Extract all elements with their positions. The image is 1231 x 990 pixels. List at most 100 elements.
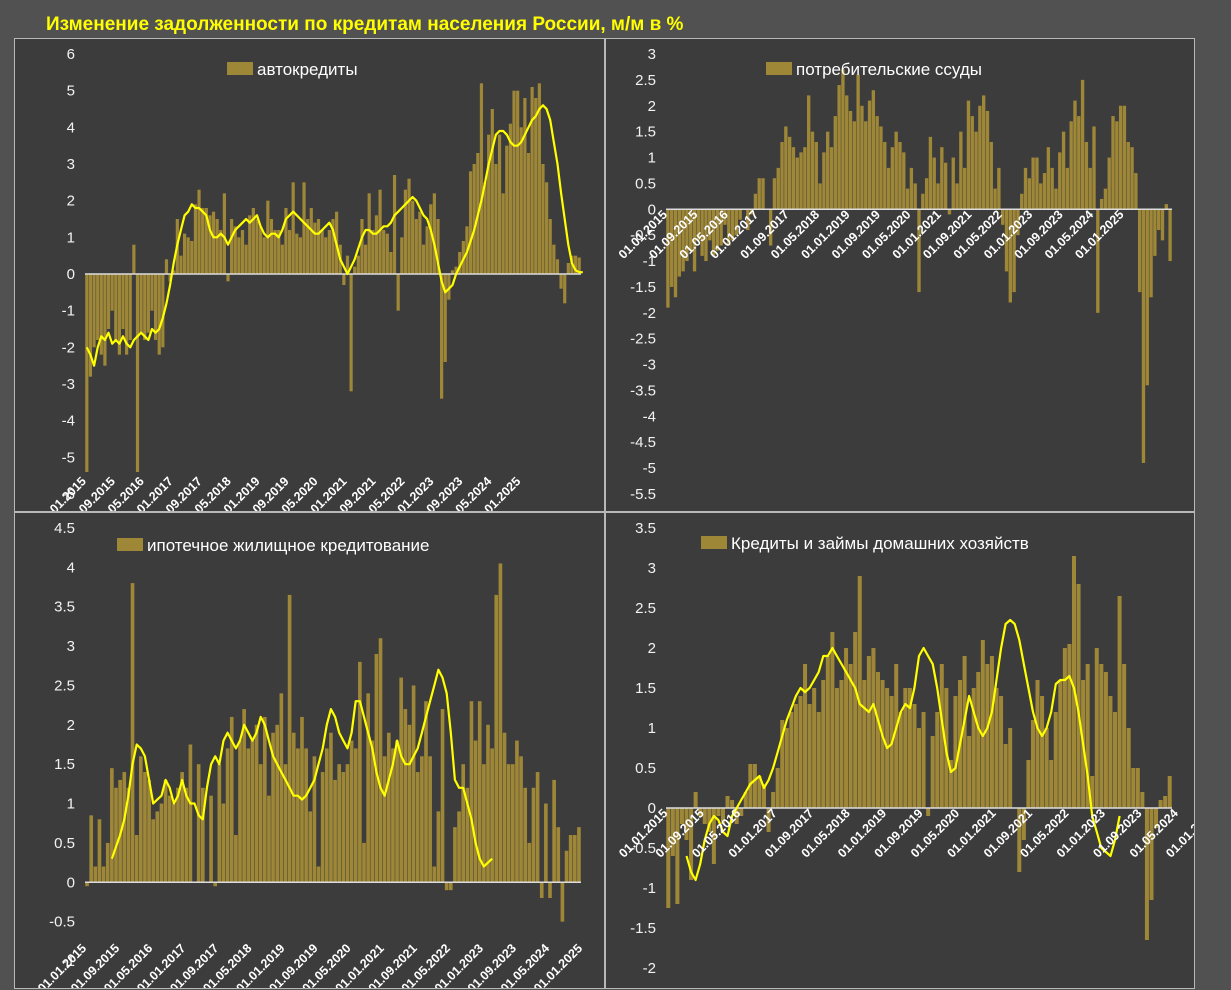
bar: [757, 776, 762, 808]
bar: [222, 193, 226, 274]
bar: [254, 724, 259, 883]
y-tick-label: 2: [648, 98, 656, 115]
bar: [461, 764, 466, 883]
bar: [739, 808, 744, 816]
bar: [752, 764, 757, 808]
y-tick-label: 3.5: [54, 599, 75, 616]
bar: [711, 209, 716, 256]
bar: [698, 808, 703, 816]
bar: [180, 772, 184, 883]
bar: [970, 116, 974, 210]
bar: [921, 193, 925, 210]
bar: [89, 815, 94, 883]
bar: [537, 83, 541, 274]
legend: автокредиты: [227, 60, 358, 79]
bar: [1135, 768, 1140, 808]
bar: [420, 756, 424, 883]
bar: [775, 768, 780, 808]
bar: [229, 716, 234, 883]
bar: [772, 178, 777, 210]
bar: [822, 152, 826, 210]
bar: [564, 850, 569, 883]
bar: [510, 764, 515, 883]
bar: [1163, 796, 1168, 808]
bar: [1071, 556, 1076, 808]
bar: [487, 134, 491, 274]
bar: [734, 209, 739, 236]
bar: [999, 696, 1004, 808]
bar: [147, 779, 151, 883]
bar: [523, 98, 527, 274]
bar: [1077, 116, 1081, 210]
bar: [563, 274, 567, 304]
bar: [806, 95, 811, 210]
bar: [853, 632, 858, 808]
bar: [715, 209, 720, 251]
bar: [1167, 776, 1172, 808]
bar: [951, 157, 955, 210]
chart-svg: 6543210-1-2-3-4-5-601.01.201501.09.20150…: [35, 46, 583, 511]
bar: [132, 244, 136, 274]
bar: [997, 167, 1001, 210]
bar: [708, 209, 712, 241]
bar: [280, 244, 284, 274]
bar: [912, 704, 917, 808]
bar: [395, 740, 399, 883]
bar: [852, 121, 856, 210]
trend-line: [85, 104, 583, 367]
y-tick-label: -2.5: [630, 331, 656, 348]
y-tick-label: -5.5: [630, 486, 656, 503]
bar: [248, 215, 252, 274]
bar: [396, 274, 400, 311]
bar: [356, 255, 360, 274]
bar: [898, 712, 903, 808]
bar: [308, 811, 313, 883]
bar: [953, 696, 958, 808]
bar: [989, 656, 994, 808]
bar: [1049, 760, 1054, 808]
bar: [421, 244, 426, 274]
bar: [519, 127, 523, 274]
bar: [1065, 167, 1070, 210]
y-tick-label: -4: [62, 413, 75, 430]
bar-series: [85, 563, 581, 922]
bar: [989, 142, 993, 210]
bar: [215, 219, 219, 274]
bar: [468, 171, 473, 274]
bar: [978, 105, 982, 210]
bar: [684, 808, 689, 840]
bar: [306, 219, 310, 274]
bar: [172, 270, 176, 274]
bar: [389, 252, 393, 274]
bar: [526, 153, 531, 274]
bar: [530, 87, 534, 274]
bar: [1084, 142, 1089, 210]
bar: [967, 736, 972, 808]
bar: [414, 219, 418, 274]
bar: [930, 736, 935, 808]
bar: [791, 147, 796, 210]
bar: [367, 193, 371, 274]
y-tick-label: 4: [67, 559, 75, 576]
bar: [197, 189, 201, 274]
bar: [126, 787, 131, 883]
bar: [749, 209, 754, 215]
bar: [1130, 147, 1134, 210]
bar: [234, 835, 238, 883]
bar: [403, 189, 408, 274]
bar: [556, 827, 561, 883]
bar: [283, 764, 288, 883]
bar: [810, 131, 815, 210]
y-tick-label: 5: [67, 83, 75, 100]
bar: [1044, 728, 1049, 808]
chart-panel-auto-loans: 6 5 4 3 2 1 0 -1 -2 -3 -4 -5 -6 01.01.2015 01.09.2015 0…: [14, 38, 605, 512]
bar: [106, 274, 111, 329]
bar: [1008, 728, 1013, 808]
bar: [1080, 79, 1085, 210]
y-tick-label: -3.5: [630, 382, 656, 399]
y-tick-label: -6: [62, 486, 75, 503]
bar: [837, 85, 841, 210]
bar: [378, 638, 383, 883]
bar: [378, 189, 382, 274]
bar: [407, 178, 411, 274]
